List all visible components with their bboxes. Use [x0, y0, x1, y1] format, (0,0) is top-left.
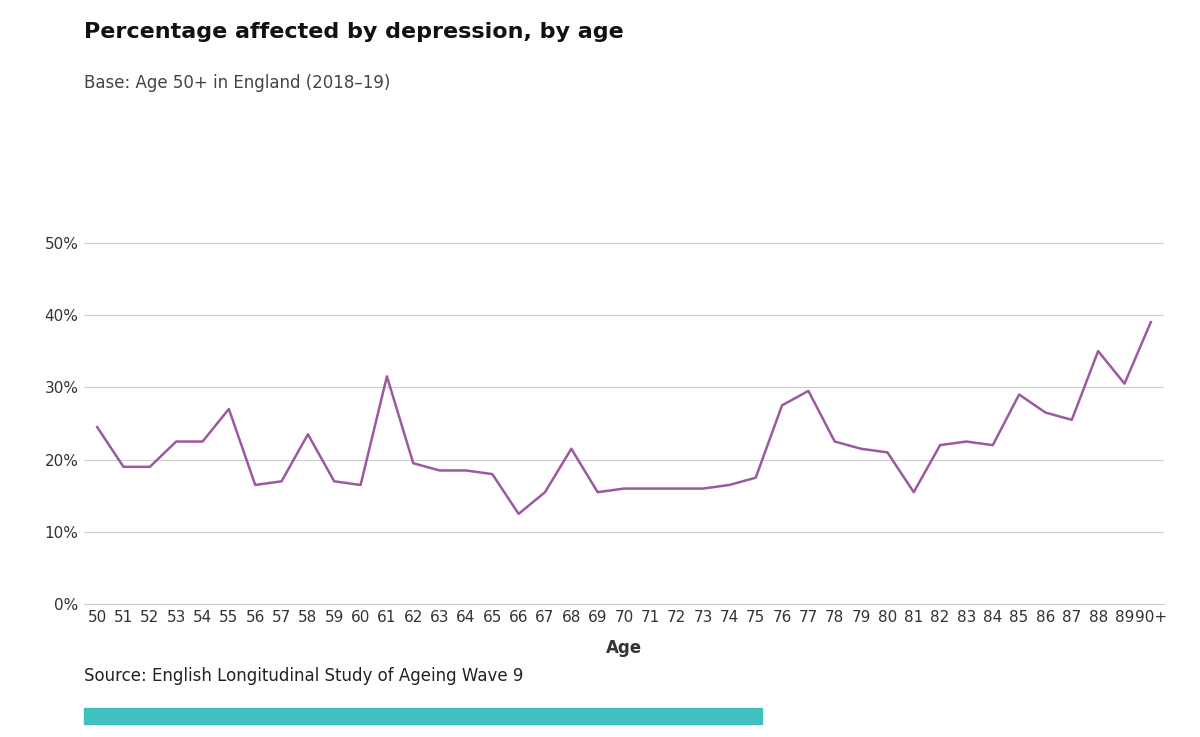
Text: Base: Age 50+ in England (2018–19): Base: Age 50+ in England (2018–19) [84, 74, 390, 91]
Text: Percentage affected by depression, by age: Percentage affected by depression, by ag… [84, 22, 624, 42]
X-axis label: Age: Age [606, 639, 642, 657]
Text: Source: English Longitudinal Study of Ageing Wave 9: Source: English Longitudinal Study of Ag… [84, 667, 523, 685]
